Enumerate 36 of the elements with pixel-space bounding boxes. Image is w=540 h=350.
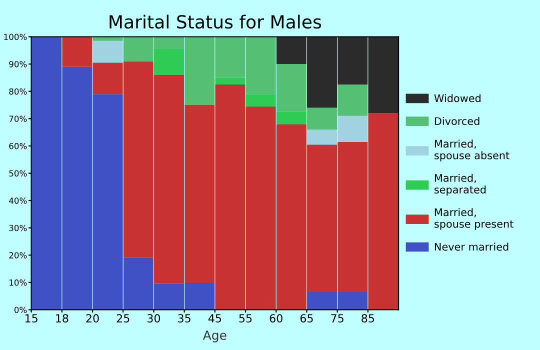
bar	[154, 49, 184, 75]
legend-label: Married, spouse absent	[434, 140, 510, 162]
x-tick-label: 35	[178, 314, 190, 323]
x-tick-label: 55	[239, 314, 252, 323]
legend-label: Never married	[434, 242, 508, 251]
y-tick-label: 30%	[9, 224, 27, 232]
x-tick-label: 18	[56, 314, 68, 323]
x-tick-label: 85	[362, 314, 374, 323]
y-tick-label: 50%	[9, 170, 27, 177]
y-tick-label: 0%	[14, 306, 27, 314]
y-tick-label: 40%	[9, 198, 27, 204]
y-tick-label: 10%	[10, 279, 27, 286]
y-tick-label: 80%	[9, 88, 27, 95]
legend-label: Widowed	[434, 94, 480, 102]
x-tick-label: 25	[116, 314, 130, 323]
y-tick-label: 100%	[4, 34, 27, 40]
chart-title: Marital Status for Males	[110, 14, 322, 29]
x-tick-label: 65	[300, 314, 313, 323]
bar	[246, 94, 276, 106]
bar	[276, 112, 306, 124]
legend-label: Married, spouse present	[434, 208, 514, 230]
x-tick-label: 20	[86, 314, 99, 323]
legend-label: Divorced	[434, 117, 480, 126]
y-tick-label: 90%	[9, 61, 27, 68]
x-tick-label: 60	[270, 314, 282, 323]
x-tick-label: 15	[25, 314, 38, 323]
bar	[215, 78, 246, 85]
x-tick-label: 30	[148, 314, 160, 323]
x-tick-label: 45	[208, 314, 222, 323]
legend-label: Married, separated	[434, 174, 486, 196]
x-tick-label: 75	[331, 314, 344, 323]
y-tick-label: 70%	[9, 116, 27, 122]
y-tick-label: 60%	[9, 142, 27, 150]
bar	[92, 40, 123, 63]
x-axis-title: Age	[202, 330, 226, 342]
y-tick-label: 20%	[9, 252, 27, 258]
